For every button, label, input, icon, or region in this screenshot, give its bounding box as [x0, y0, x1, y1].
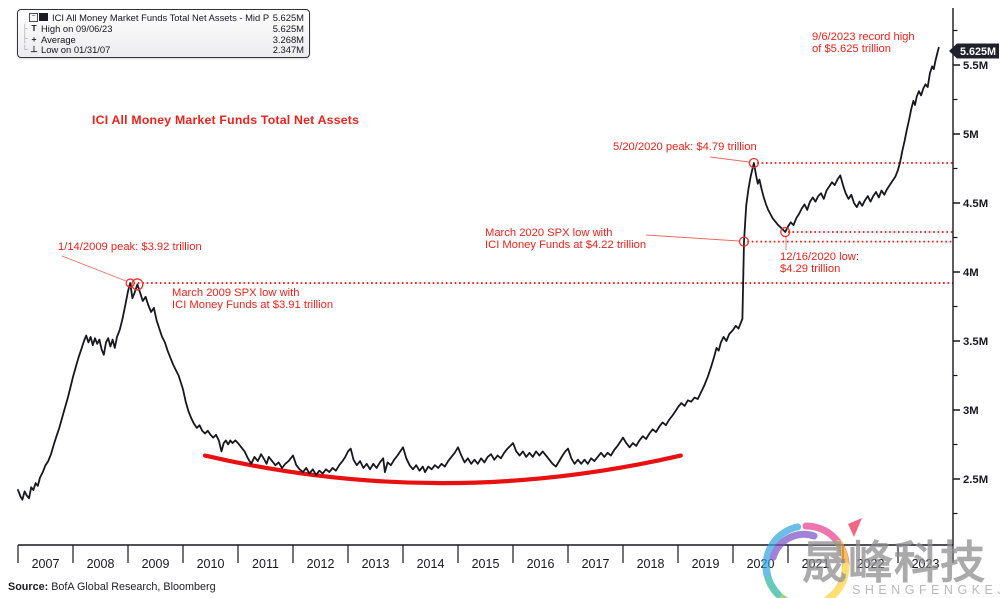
x-axis-label: 2008 — [87, 557, 115, 571]
legend-value: 3.268M — [272, 33, 304, 45]
legend-value: 5.625M — [272, 11, 304, 23]
legend-value: 2.347M — [272, 44, 304, 56]
x-axis-label: 2015 — [472, 557, 500, 571]
annotation-text-line: 9/6/2023 record high — [812, 31, 915, 43]
annotation-record-high-2023: 9/6/2023 record high of $5.625 trillion — [812, 31, 915, 56]
legend-tree-connector: ├ — [22, 34, 28, 44]
annotation-text-line: ICI Money Funds at $3.91 trillion — [172, 299, 334, 312]
legend-label: ICI All Money Market Funds Total Net Ass… — [52, 11, 269, 23]
x-axis-label: 2017 — [582, 557, 610, 571]
x-axis-label: 2018 — [637, 557, 665, 571]
collapse-box-icon: − — [29, 12, 38, 22]
annotation-connector-line — [645, 234, 740, 242]
legend-label: Low on 01/31/07 — [41, 44, 111, 56]
y-axis-label: 5M — [963, 129, 979, 141]
legend-label: Average — [41, 33, 76, 45]
source-label: Source: — [8, 581, 49, 593]
smile-curve — [202, 453, 683, 486]
source-text: BofA Global Research, Bloomberg — [48, 581, 216, 593]
legend-rows: − ICI All Money Market Funds Total Net As… — [22, 12, 304, 55]
event-marker-circle — [125, 278, 135, 288]
x-axis-label: 2011 — [252, 557, 279, 571]
y-axis-label: 3M — [963, 405, 979, 417]
legend-marker-icon: T — [31, 23, 37, 34]
annotation-text-line: March 2020 SPX low with — [485, 227, 613, 239]
event-marker-circle — [738, 236, 750, 247]
x-axis-label: 2007 — [32, 557, 60, 571]
x-axis-label: 2021 — [802, 557, 830, 571]
x-axis-label: 2009 — [142, 557, 170, 571]
legend-row-2: ├ + Average 3.268M — [22, 34, 304, 45]
x-axis-label: 2012 — [307, 557, 335, 571]
annotation-connector-line — [709, 156, 750, 163]
annotation-peak-2009: 1/14/2009 peak: $3.92 trillion — [58, 241, 202, 253]
y-axis-label: 5.5M — [963, 60, 988, 72]
x-axis-label: 2023 — [912, 557, 940, 571]
x-axis-label: 2014 — [417, 557, 445, 571]
y-axis-label: 4M — [963, 267, 979, 279]
x-axis-label: 2019 — [692, 557, 720, 571]
event-marker-circle — [748, 157, 760, 169]
annotation-text-line: 1/14/2009 peak: $3.92 trillion — [58, 241, 202, 253]
legend-row-1: ├ T High on 09/06/23 5.625M — [22, 23, 304, 34]
annotation-text-line: March 2009 SPX low with — [172, 287, 300, 299]
x-axis-label: 2013 — [362, 557, 390, 571]
source-line: Source: BofA Global Research, Bloomberg — [8, 581, 216, 593]
legend-label: High on 09/06/23 — [41, 22, 113, 34]
legend-tree-connector: └ — [22, 45, 28, 55]
annotation-dec-2020-low: 12/16/2020 low: $4.29 trillion — [780, 251, 859, 276]
legend-marker-icon: + — [31, 33, 37, 44]
x-axis-label: 2010 — [197, 557, 225, 571]
legend-row-0: − ICI All Money Market Funds Total Net As… — [22, 12, 304, 23]
annotation-text-line: $4.29 trillion — [780, 263, 841, 276]
y-axis-label: 3.5M — [963, 336, 988, 348]
last-price-badge-label: 5.625M — [960, 46, 996, 58]
series-color-swatch — [39, 13, 48, 22]
event-marker-circle — [780, 226, 791, 238]
annotation-text-line: of $5.625 trillion — [812, 43, 891, 56]
annotation-peak-2020: 5/20/2020 peak: $4.79 trillion — [613, 141, 757, 153]
legend-tree-connector: ├ — [22, 23, 28, 33]
legend-value: 5.625M — [272, 22, 304, 34]
last-price-badge — [949, 43, 999, 59]
legend-box: − ICI All Money Market Funds Total Net As… — [17, 9, 310, 58]
x-axis-label: 2022 — [857, 557, 885, 571]
annotation-march-2009-low: March 2009 SPX low with ICI Money Funds a… — [172, 287, 333, 312]
annotation-text-line: ICI Money Funds at $4.22 trillion — [485, 239, 647, 252]
annotation-text-line: 5/20/2020 peak: $4.79 trillion — [613, 141, 757, 153]
annotation-march-2020-low: March 2020 SPX low with ICI Money Funds a… — [485, 227, 646, 252]
legend-marker-icon: ⊥ — [30, 44, 38, 55]
y-axis-label: 2.5M — [963, 474, 988, 486]
chart-title: ICI All Money Market Funds Total Net Ass… — [92, 113, 360, 127]
series-line — [17, 46, 940, 501]
x-axis-label: 2020 — [747, 557, 775, 571]
x-axis-label: 2016 — [527, 557, 555, 571]
legend-row-3: └ ⊥ Low on 01/31/07 2.347M — [22, 44, 304, 55]
y-axis-label: 4.5M — [963, 198, 988, 210]
event-marker-circle — [131, 278, 144, 291]
annotation-text-line: 12/16/2020 low: — [780, 251, 859, 263]
annotation-connector-line — [61, 255, 127, 282]
